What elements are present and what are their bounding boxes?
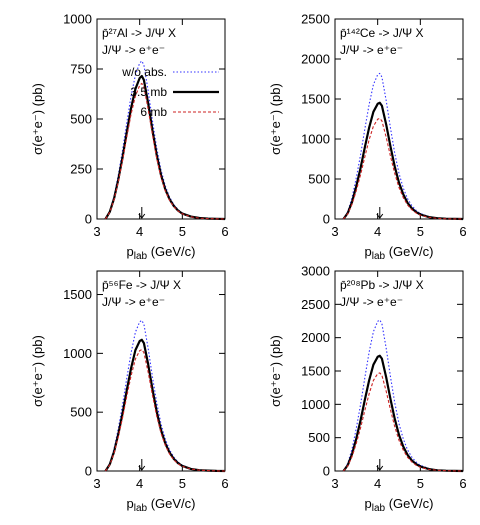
y-axis-title: σ(e⁺e⁻) (pb) xyxy=(268,83,283,155)
y-tick-label: 1000 xyxy=(63,12,92,27)
legend-label: 3.5 mb xyxy=(130,85,167,99)
y-tick-label: 1000 xyxy=(63,346,92,361)
series-line-6-mb xyxy=(343,372,464,472)
series-line-3-5-mb xyxy=(342,354,464,473)
legend-label: 6 mb xyxy=(140,105,167,119)
x-tick-label: 4 xyxy=(374,224,381,239)
threshold-arrowhead xyxy=(376,465,384,471)
y-tick-label: 2500 xyxy=(301,297,330,312)
reaction-label: p̄⁵⁶Fe -> J/Ψ X xyxy=(102,278,181,292)
series-line-6-mb xyxy=(105,349,226,472)
x-tick-label: 4 xyxy=(374,476,381,491)
y-tick-label: 1000 xyxy=(301,397,330,412)
x-tick-label: 3 xyxy=(93,476,100,491)
reaction-label: p̄²⁷Al -> J/Ψ X xyxy=(102,26,176,40)
panel-4: 3 4 5 6 0 500 1000 1500 2000 2500 3000 plab (GeV/c)… xyxy=(268,264,467,515)
y-tick-label: 2000 xyxy=(301,330,330,345)
y-tick-label: 0 xyxy=(85,464,92,479)
series-line-6-mb xyxy=(343,117,464,220)
x-axis-title: plab (GeV/c) xyxy=(127,244,196,262)
x-axis-title: plab (GeV/c) xyxy=(365,244,434,262)
x-tick-label: 5 xyxy=(179,476,186,491)
threshold-arrowhead xyxy=(376,213,384,219)
y-tick-label: 750 xyxy=(70,62,92,77)
y-tick-label: 500 xyxy=(308,172,330,187)
y-tick-label: 500 xyxy=(70,112,92,127)
x-axis-title: plab (GeV/c) xyxy=(365,496,434,514)
y-axis-title: σ(e⁺e⁻) (pb) xyxy=(268,335,283,407)
panel-3: 3 4 5 6 0 500 1000 1500 plab (GeV/c) σ(e⁺e⁻) (pb)… xyxy=(30,270,229,514)
panel-2: 3 4 5 6 0 500 1000 1500 2000 2500 plab (GeV/c) σ(e⁺… xyxy=(268,12,467,263)
y-tick-label: 0 xyxy=(323,464,330,479)
plot-frame xyxy=(96,270,226,472)
y-tick-label: 3000 xyxy=(301,264,330,279)
x-tick-label: 4 xyxy=(136,476,143,491)
y-tick-label: 0 xyxy=(85,212,92,227)
x-tick-label: 6 xyxy=(221,224,228,239)
series-line-3-5-mb xyxy=(342,101,464,221)
y-tick-label: 1500 xyxy=(63,287,92,302)
x-tick-label: 5 xyxy=(417,224,424,239)
x-tick-label: 3 xyxy=(93,224,100,239)
threshold-arrowhead xyxy=(138,213,146,219)
x-tick-label: 4 xyxy=(136,224,143,239)
y-tick-label: 500 xyxy=(308,430,330,445)
x-tick-label: 5 xyxy=(417,476,424,491)
plot-frame xyxy=(334,18,464,220)
x-tick-label: 5 xyxy=(179,224,186,239)
decay-label: J/Ψ -> e⁺e⁻ xyxy=(102,295,165,309)
decay-label: J/Ψ -> e⁺e⁻ xyxy=(340,295,403,309)
y-tick-label: 250 xyxy=(70,162,92,177)
y-tick-label: 1000 xyxy=(301,132,330,147)
reaction-label: p̄²⁰⁸Pb -> J/Ψ X xyxy=(340,278,424,292)
reaction-label: p̄¹⁴²Ce -> J/Ψ X xyxy=(340,26,424,40)
y-tick-label: 2500 xyxy=(301,12,330,27)
x-tick-label: 6 xyxy=(459,224,466,239)
legend-label: w/o abs. xyxy=(121,65,167,79)
decay-label: J/Ψ -> e⁺e⁻ xyxy=(340,43,403,57)
x-tick-label: 6 xyxy=(221,476,228,491)
series-line-3-5-mb xyxy=(104,338,226,473)
y-tick-label: 1500 xyxy=(301,364,330,379)
y-tick-label: 2000 xyxy=(301,52,330,67)
y-tick-label: 500 xyxy=(70,405,92,420)
threshold-arrowhead xyxy=(138,465,146,471)
y-tick-label: 0 xyxy=(323,212,330,227)
series-line-6-mb xyxy=(105,82,226,220)
y-tick-label: 1500 xyxy=(301,92,330,107)
series-line-w-o-abs- xyxy=(105,319,226,472)
x-axis-title: plab (GeV/c) xyxy=(127,496,196,514)
panel-1: 3 4 5 6 0 250 500 750 1000 plab (GeV/c) σ(e⁺e⁻) (p… xyxy=(30,12,229,263)
series-line-w-o-abs- xyxy=(105,60,226,220)
y-axis-title: σ(e⁺e⁻) (pb) xyxy=(30,83,45,155)
x-tick-label: 3 xyxy=(331,476,338,491)
y-axis-title: σ(e⁺e⁻) (pb) xyxy=(30,335,45,407)
x-tick-label: 3 xyxy=(331,224,338,239)
x-tick-label: 6 xyxy=(459,476,466,491)
decay-label: J/Ψ -> e⁺e⁻ xyxy=(102,43,165,57)
